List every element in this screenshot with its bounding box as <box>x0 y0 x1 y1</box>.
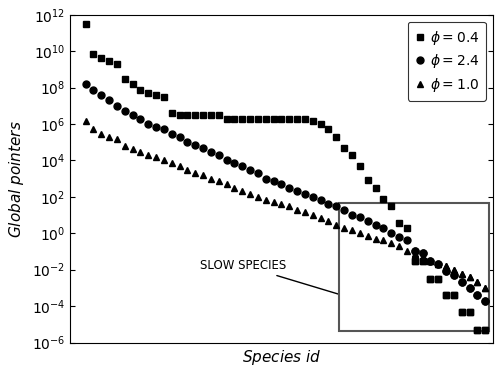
Legend: $\phi = 0.4$, $\phi = 2.4$, $\phi = 1.0$: $\phi = 0.4$, $\phi = 2.4$, $\phi = 1.0$ <box>408 22 486 101</box>
$\phi = 1.0$ <box>82 119 88 123</box>
$\phi = 0.4$ <box>474 328 480 332</box>
X-axis label: $\mathit{Species\ id}$: $\mathit{Species\ id}$ <box>242 348 322 367</box>
$\phi = 2.4$ <box>224 158 230 163</box>
$\phi = 2.4$ <box>482 298 488 303</box>
$\phi = 2.4$ <box>451 273 457 278</box>
$\phi = 2.4$ <box>341 207 347 212</box>
$\phi = 0.4$ <box>482 328 488 332</box>
$\phi = 1.0$ <box>341 226 347 230</box>
$\phi = 2.4$ <box>114 104 120 108</box>
$\phi = 0.4$ <box>326 127 332 132</box>
$\phi = 2.4$ <box>270 179 276 184</box>
$\phi = 0.4$ <box>224 116 230 121</box>
Text: SLOW SPECIES: SLOW SPECIES <box>200 259 392 311</box>
$\phi = 0.4$ <box>451 293 457 297</box>
$\phi = 1.0$ <box>270 200 276 205</box>
$\phi = 1.0$ <box>451 267 457 272</box>
$\phi = 0.4$ <box>270 116 276 121</box>
$\phi = 1.0$ <box>114 137 120 141</box>
$\phi = 0.4$ <box>114 62 120 66</box>
$\phi = 1.0$ <box>224 182 230 186</box>
$\phi = 0.4$ <box>341 145 347 150</box>
$\phi = 0.4$ <box>82 22 88 27</box>
Line: $\phi = 1.0$: $\phi = 1.0$ <box>82 117 488 291</box>
$\phi = 2.4$ <box>326 202 332 206</box>
Y-axis label: $\mathit{Global\ pointers}$: $\mathit{Global\ pointers}$ <box>7 120 26 237</box>
Bar <box>338 203 489 331</box>
Line: $\phi = 0.4$: $\phi = 0.4$ <box>82 21 488 333</box>
Line: $\phi = 2.4$: $\phi = 2.4$ <box>82 81 488 304</box>
$\phi = 2.4$ <box>82 82 88 87</box>
$\phi = 1.0$ <box>482 286 488 290</box>
$\phi = 1.0$ <box>326 218 332 223</box>
